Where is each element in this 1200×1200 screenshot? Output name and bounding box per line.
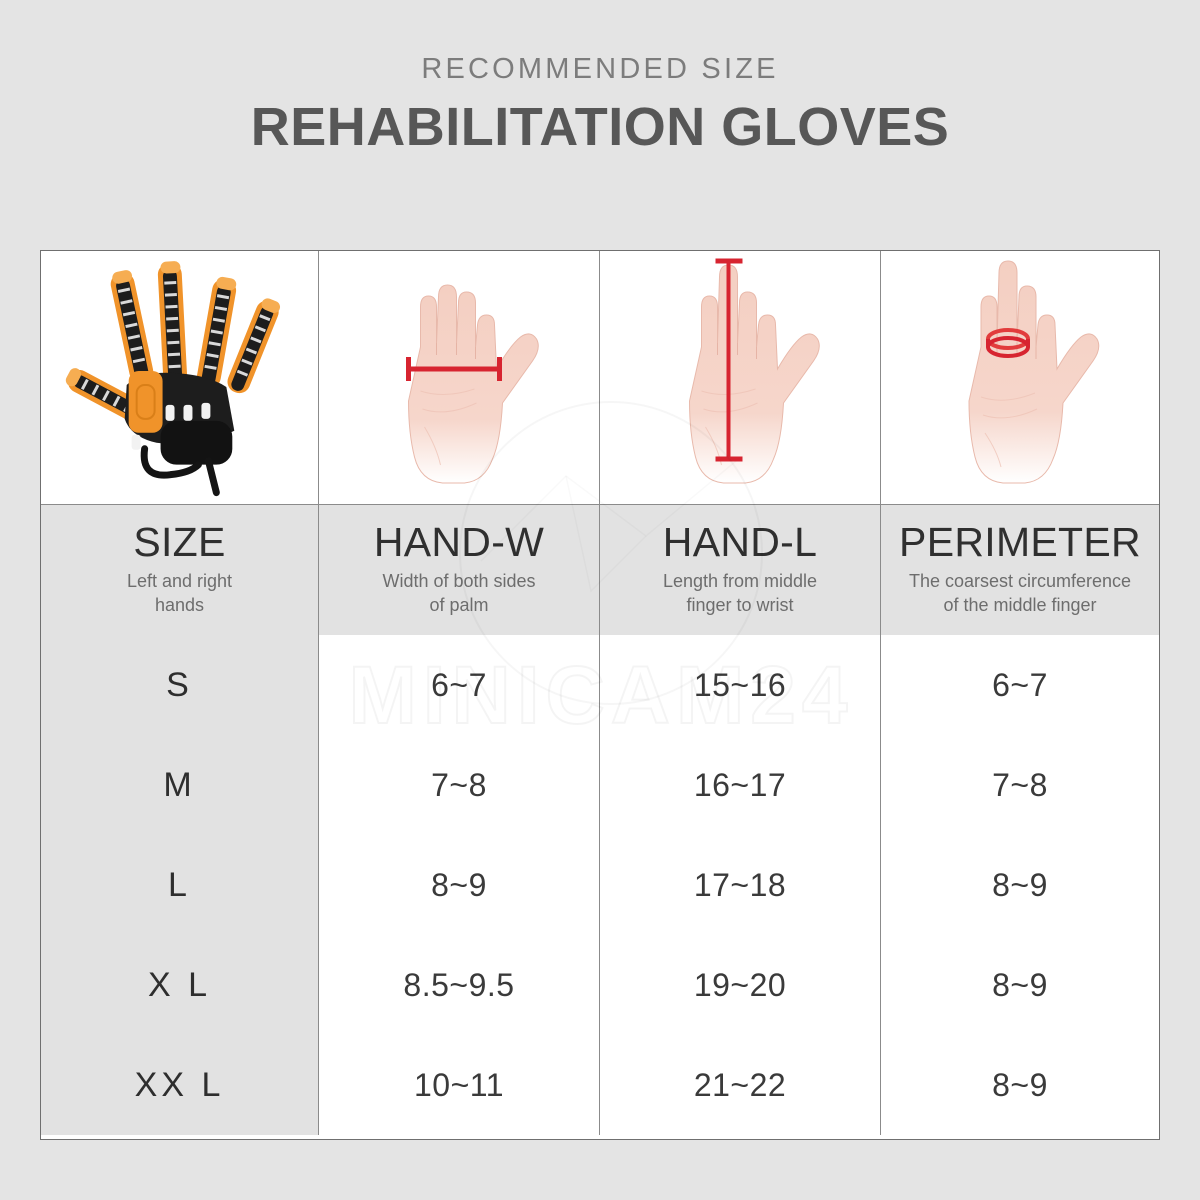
page-eyebrow: RECOMMENDED SIZE [421,53,779,85]
table-row: L 8~9 17~18 8~9 [41,834,1159,935]
hand-width-value-cell: 8.5~9.5 [319,935,600,1035]
hand-width-value-cell: 7~8 [319,735,600,835]
column-sub-perimeter-line1: The coarsest circumference [908,571,1132,592]
column-title-hand-l: HAND-L [662,519,818,566]
column-title-hand-w: HAND-W [373,519,545,566]
hand-length-value-cell: 17~18 [600,835,881,935]
size-label-cell: M [41,735,319,835]
size-label-cell: X L [41,935,319,1035]
size-label-cell: XX L [41,1035,319,1135]
finger-perimeter-diagram [881,251,1159,504]
column-header-perimeter: PERIMETER The coarsest circumference of … [881,505,1159,635]
column-sub-perimeter: The coarsest circumference of the middle… [909,570,1131,618]
column-sub-perimeter-line2: of the middle finger [943,595,1097,615]
hand-width-value-cell: 8~9 [319,835,600,935]
page-title: REHABILITATION GLOVES [250,96,950,157]
column-header-hand-l: HAND-L Length from middle finger to wris… [600,505,881,635]
column-sub-hand-l-line2: finger to wrist [686,595,794,615]
size-chart-table: MINICAM24 [40,250,1160,1140]
hand-length-value-cell: 16~17 [600,735,881,835]
illustration-row [41,251,1159,504]
size-label-cell: S [41,635,319,735]
table-row: S 6~7 15~16 6~7 [41,634,1159,735]
column-sub-size: Left and right hands [127,570,232,618]
column-sub-hand-l: Length from middle finger to wrist [663,570,817,618]
table-row: XX L 10~11 21~22 8~9 [41,1034,1159,1135]
hand-length-value-cell: 19~20 [600,935,881,1035]
size-label-cell: L [41,835,319,935]
perimeter-value-cell: 6~7 [881,635,1159,735]
table-header-row: SIZE Left and right hands HAND-W Width o… [41,504,1159,635]
table-row: X L 8.5~9.5 19~20 8~9 [41,934,1159,1035]
perimeter-value-cell: 8~9 [881,935,1159,1035]
perimeter-value-cell: 7~8 [881,735,1159,835]
column-header-hand-w: HAND-W Width of both sides of palm [319,505,600,635]
hand-length-value-cell: 21~22 [600,1035,881,1135]
perimeter-value-cell: 8~9 [881,835,1159,935]
hand-length-value-cell: 15~16 [600,635,881,735]
table-row: M 7~8 16~17 7~8 [41,734,1159,835]
column-title-size: SIZE [133,519,226,566]
column-header-size: SIZE Left and right hands [41,505,319,635]
page-header: RECOMMENDED SIZE REHABILITATION GLOVES [0,0,1200,250]
perimeter-value-cell: 8~9 [881,1035,1159,1135]
column-sub-hand-l-line1: Length from middle [662,571,818,592]
column-sub-hand-w-line2: of palm [429,595,489,615]
hand-width-value-cell: 10~11 [319,1035,600,1135]
hand-width-diagram [319,251,600,504]
column-title-perimeter: PERIMETER [899,519,1141,566]
hand-width-value-cell: 6~7 [319,635,600,735]
column-sub-hand-w-line1: Width of both sides [382,571,536,592]
rehabilitation-glove-photo [41,251,319,504]
column-sub-size-line2: hands [154,595,205,615]
column-sub-size-line1: Left and right [126,571,233,592]
column-sub-hand-w: Width of both sides of palm [382,570,535,618]
hand-length-diagram [600,251,881,504]
